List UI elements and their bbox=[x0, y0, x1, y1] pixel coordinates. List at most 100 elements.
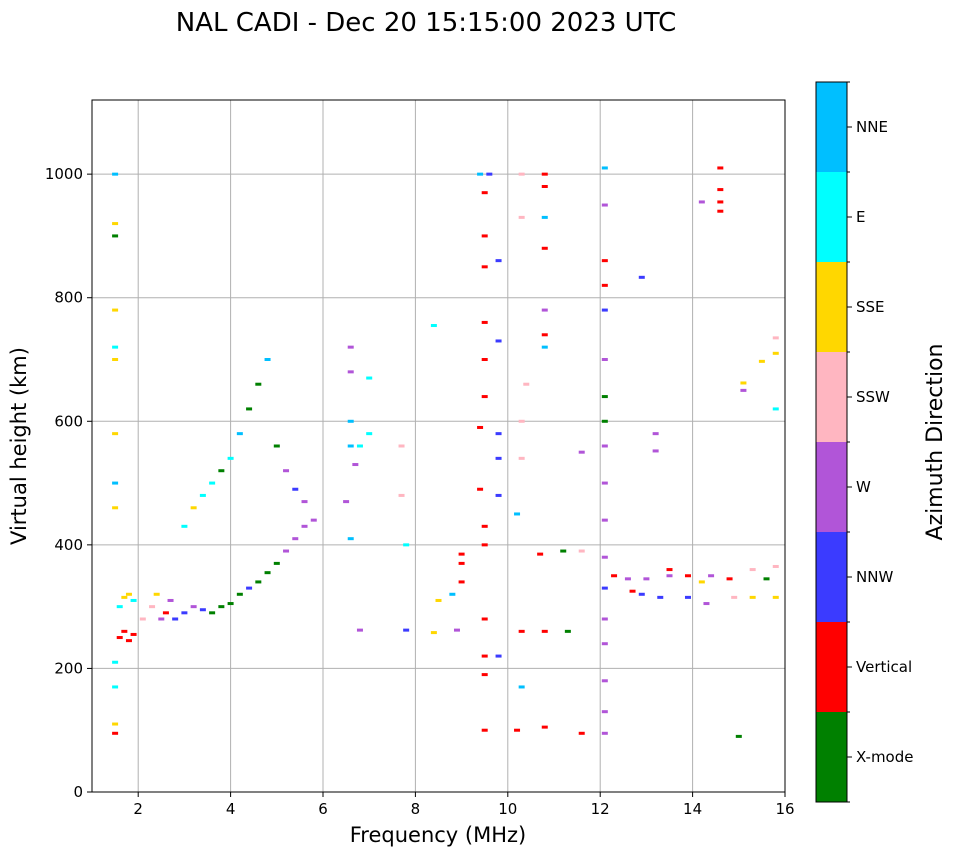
echo-point bbox=[301, 500, 308, 504]
colorbar-segment bbox=[816, 262, 847, 352]
echo-point bbox=[301, 524, 308, 528]
echo-point bbox=[481, 234, 488, 238]
echo-point bbox=[347, 444, 354, 448]
echo-point bbox=[740, 381, 747, 385]
y-axis-label: Virtual height (km) bbox=[7, 347, 31, 545]
echo-point bbox=[514, 728, 521, 732]
echo-point bbox=[158, 617, 165, 621]
echo-point bbox=[343, 500, 350, 504]
echo-point bbox=[347, 370, 354, 374]
echo-point bbox=[209, 611, 216, 615]
echo-point bbox=[112, 660, 119, 664]
x-tick-label: 12 bbox=[591, 800, 610, 818]
echo-point bbox=[629, 589, 636, 593]
echo-point bbox=[495, 654, 502, 658]
echo-point bbox=[112, 345, 119, 349]
echo-point bbox=[772, 564, 779, 568]
echo-point bbox=[218, 605, 225, 609]
echo-point bbox=[740, 388, 747, 392]
echo-point bbox=[246, 407, 253, 411]
echo-point bbox=[481, 265, 488, 269]
echo-point bbox=[564, 629, 571, 633]
echo-point bbox=[172, 617, 179, 621]
echo-point bbox=[666, 568, 673, 572]
colorbar-segment bbox=[816, 82, 847, 172]
echo-point bbox=[541, 185, 548, 188]
echo-point bbox=[112, 432, 119, 436]
y-tick-label: 1000 bbox=[45, 165, 83, 183]
echo-point bbox=[477, 487, 484, 491]
colorbar-tick-label: SSE bbox=[856, 298, 885, 316]
echo-point bbox=[236, 432, 243, 436]
echo-point bbox=[601, 259, 608, 263]
chart-title: NAL CADI - Dec 20 15:15:00 2023 UTC bbox=[176, 8, 676, 38]
plot-frame bbox=[91, 99, 786, 793]
echo-point bbox=[477, 172, 484, 176]
echo-point bbox=[601, 642, 608, 646]
echo-point bbox=[481, 191, 488, 195]
colorbar-tick-label: W bbox=[856, 478, 871, 496]
echo-point bbox=[601, 555, 608, 559]
echo-point bbox=[481, 617, 488, 621]
echo-point bbox=[162, 611, 169, 615]
echo-point bbox=[246, 586, 253, 590]
echo-point bbox=[481, 524, 488, 528]
echo-point bbox=[541, 172, 548, 176]
grid-lines bbox=[92, 100, 786, 793]
echo-point bbox=[264, 358, 271, 361]
echo-point bbox=[435, 598, 442, 602]
echo-point bbox=[209, 481, 216, 485]
echo-point bbox=[518, 629, 525, 633]
echo-point bbox=[495, 259, 502, 263]
echo-point bbox=[578, 731, 585, 735]
x-tick-label: 6 bbox=[318, 800, 328, 818]
echo-point bbox=[518, 456, 525, 460]
echo-point bbox=[283, 549, 290, 553]
colorbar-tick-label: NNW bbox=[856, 568, 893, 586]
echo-point bbox=[227, 456, 234, 460]
echo-point bbox=[112, 222, 119, 226]
colorbar-segment bbox=[816, 532, 847, 622]
x-tick-label: 14 bbox=[683, 800, 702, 818]
echo-point bbox=[121, 595, 128, 599]
echo-point bbox=[481, 358, 488, 361]
echo-point bbox=[190, 605, 197, 609]
echo-point bbox=[601, 731, 608, 735]
colorbar-tick-label: NNE bbox=[856, 118, 888, 136]
echo-point bbox=[684, 574, 691, 578]
echo-point bbox=[601, 444, 608, 448]
colorbar-segment bbox=[816, 622, 847, 712]
echo-point bbox=[541, 345, 548, 349]
echo-point bbox=[199, 493, 206, 497]
echo-point bbox=[708, 574, 715, 578]
echo-point bbox=[347, 537, 354, 541]
echo-point bbox=[601, 358, 608, 361]
echo-point bbox=[652, 432, 659, 436]
echo-point bbox=[130, 598, 137, 602]
echo-point bbox=[601, 481, 608, 485]
x-tick-label: 2 bbox=[133, 800, 143, 818]
echo-point bbox=[149, 605, 156, 609]
echo-point bbox=[772, 351, 779, 355]
echo-point bbox=[541, 246, 548, 250]
echo-point bbox=[449, 592, 456, 596]
x-axis-ticks: 2 4 6 8 10 12 14 16 bbox=[133, 792, 795, 818]
echo-point bbox=[698, 580, 705, 584]
echo-point bbox=[638, 592, 645, 596]
echo-point bbox=[601, 586, 608, 590]
x-tick-label: 16 bbox=[775, 800, 794, 818]
echo-point bbox=[601, 203, 608, 207]
x-tick-label: 10 bbox=[498, 800, 517, 818]
colorbar-segment bbox=[816, 442, 847, 532]
echo-point bbox=[717, 188, 724, 192]
echo-point bbox=[518, 215, 525, 219]
echo-point bbox=[772, 336, 779, 340]
echo-point bbox=[112, 722, 119, 726]
echo-point bbox=[601, 166, 608, 170]
echo-point bbox=[735, 734, 742, 738]
echo-point bbox=[541, 629, 548, 633]
echo-point bbox=[481, 728, 488, 732]
echo-point bbox=[112, 731, 119, 735]
echo-point bbox=[458, 552, 465, 556]
